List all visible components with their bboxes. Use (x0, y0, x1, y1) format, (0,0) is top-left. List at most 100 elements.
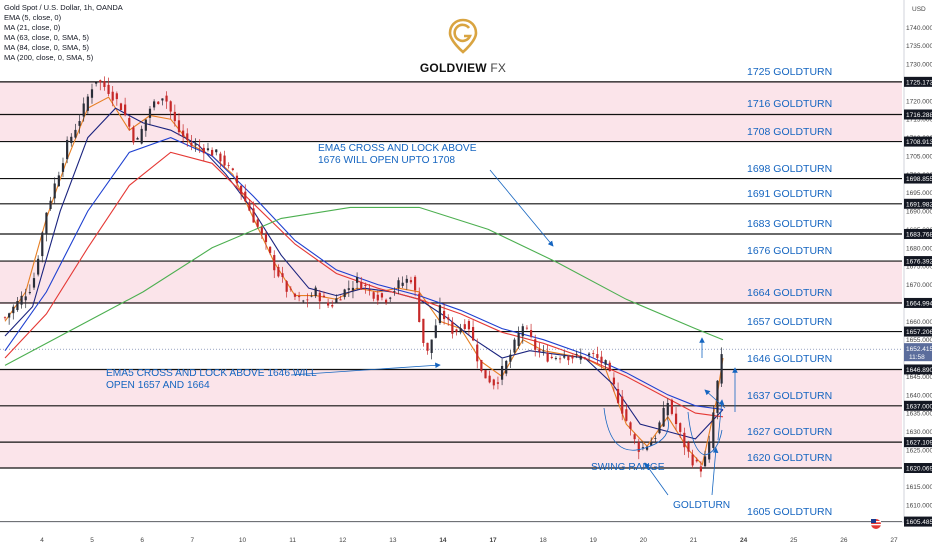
candle-body-140 (583, 357, 587, 359)
candle-body-102 (426, 342, 429, 351)
level-label-4: 1691 GOLDTURN (747, 187, 833, 200)
price-tag-6: 1676.392 (906, 259, 932, 266)
candle-body-153 (637, 442, 640, 452)
candle-body-100 (418, 293, 421, 322)
price-tag-1: 1716.288 (906, 112, 932, 119)
candle-body-124 (517, 332, 520, 346)
candle-body-15 (66, 139, 69, 160)
candle-body-7 (32, 278, 36, 288)
candle-body-25 (107, 84, 110, 94)
candle-body-92 (384, 299, 388, 303)
arrow-goldturn-right (711, 447, 719, 496)
x-tick-7: 7 (191, 537, 195, 544)
candle-body-165 (687, 442, 690, 452)
candle-body-48 (202, 147, 205, 154)
price-tag-bg-9 (904, 364, 932, 375)
candle-body-130 (542, 350, 545, 352)
indicator-ma84[interactable]: MA (84, close, 0, SMA, 5) (4, 43, 90, 52)
candle-body-156 (650, 442, 653, 446)
price-tag-bg-2 (904, 136, 932, 147)
indicator-ma200[interactable]: MA (200, close, 0, SMA, 5) (4, 53, 94, 62)
candle-body-143 (596, 354, 599, 358)
y-tick-12: 1670.000 (906, 282, 932, 289)
candle-body-50 (211, 149, 214, 156)
candle-body-24 (103, 81, 106, 88)
candle-body-65 (273, 255, 276, 271)
candle-body-158 (658, 422, 661, 434)
candle-body-138 (575, 353, 578, 355)
candle-body-117 (488, 375, 491, 383)
x-tick-21: 21 (690, 537, 698, 544)
candle-body-154 (641, 447, 645, 448)
candle-body-44 (186, 133, 189, 141)
y-tick-10: 1660.000 (906, 319, 932, 326)
candle-body-147 (612, 377, 616, 385)
candle-body-119 (496, 382, 500, 384)
candle-body-8 (37, 258, 40, 275)
candle-body-53 (223, 155, 226, 166)
y-tick-9: 1655.000 (906, 337, 932, 344)
candle-body-68 (285, 281, 288, 292)
candle-body-13 (57, 175, 60, 187)
price-tag-bg-7 (904, 297, 932, 308)
candle-body-134 (558, 358, 562, 360)
candle-body-2 (12, 306, 15, 314)
y-tick-4: 1630.000 (906, 429, 932, 436)
candle-body-123 (513, 339, 516, 353)
price-tag-9: 1646.890 (906, 367, 932, 374)
candle-body-125 (521, 326, 524, 337)
candle-body-55 (231, 168, 234, 170)
x-tick-12: 12 (339, 537, 347, 544)
candle-body-96 (401, 282, 404, 286)
candle-body-10 (45, 212, 48, 234)
y-tick-24: 1730.000 (906, 62, 932, 69)
level-label-8: 1657 GOLDTURN (747, 315, 833, 328)
candle-body-84 (351, 287, 355, 291)
x-tick-11: 11 (289, 537, 296, 544)
candle-body-49 (206, 148, 210, 151)
candle-body-112 (467, 321, 471, 330)
candle-body-57 (240, 185, 243, 194)
candle-body-16 (70, 136, 73, 144)
candle-body-38 (161, 98, 164, 101)
indicator-legend: Gold Spot / U.S. Dollar, 1h, OANDA EMA (… (4, 3, 123, 63)
candle-body-167 (695, 459, 698, 462)
indicator-ema5[interactable]: EMA (5, close, 0) (4, 13, 62, 22)
candle-body-114 (476, 344, 479, 362)
candle-body-76 (318, 292, 321, 302)
candle-body-162 (674, 413, 678, 425)
indicator-ma21[interactable]: MA (21, close, 0) (4, 23, 61, 32)
candle-body-5 (24, 296, 27, 301)
candles (3, 76, 723, 478)
candle-body-144 (600, 356, 603, 364)
candle-body-77 (322, 295, 326, 298)
candle-body-35 (148, 108, 152, 118)
level-label-0: 1725 GOLDTURN (747, 65, 833, 78)
goldturn-curve (687, 411, 723, 456)
goldturn-label: GOLDTURN (673, 500, 731, 511)
candle-body-160 (666, 403, 669, 416)
candle-body-137 (571, 355, 574, 359)
symbol-title: Gold Spot / U.S. Dollar, 1h, OANDA (4, 3, 123, 12)
annotation-lower-line1: EMA5 CROSS AND LOCK ABOVE 1646 WILL (106, 368, 317, 379)
level-label-11: 1627 GOLDTURN (747, 426, 833, 439)
candle-body-72 (302, 300, 305, 302)
candle-body-172 (716, 380, 719, 413)
price-tag-3: 1698.855 (906, 176, 932, 183)
candle-body-56 (235, 175, 239, 184)
ma200-line (4, 206, 724, 366)
candle-body-168 (699, 466, 703, 472)
indicator-ma63[interactable]: MA (63, close, 0, SMA, 5) (4, 33, 90, 42)
logo-text: GOLDVIEW FX (418, 61, 508, 75)
current-price-tag: 1652.415 (906, 346, 932, 353)
candle-body-75 (314, 287, 317, 297)
candle-body-170 (708, 442, 711, 460)
candle-body-169 (703, 456, 707, 467)
x-tick-6: 6 (140, 537, 144, 544)
candle-body-103 (430, 339, 433, 353)
logo-suffix: FX (490, 61, 507, 75)
candle-body-142 (592, 353, 595, 354)
level-label-5: 1683 GOLDTURN (747, 217, 833, 230)
goldview-logo: GOLDVIEW FX (418, 18, 508, 75)
